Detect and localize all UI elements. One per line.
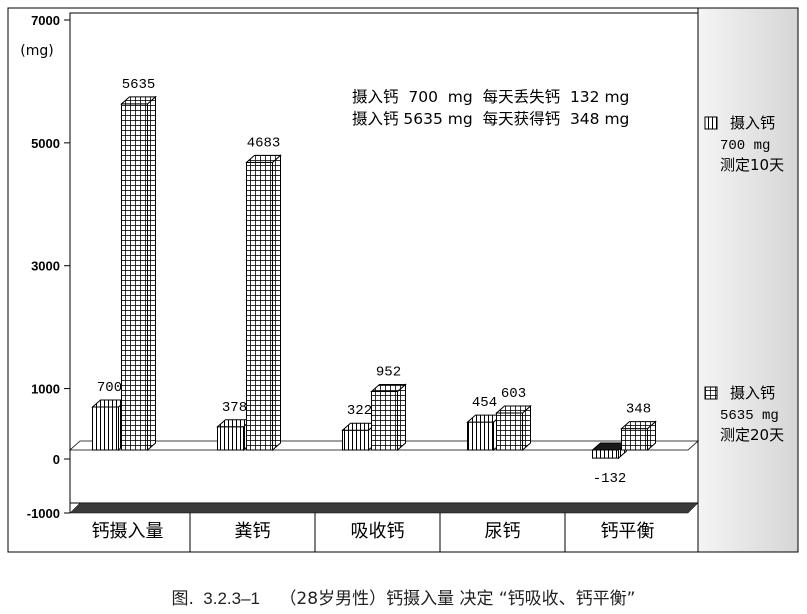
bar bbox=[370, 383, 407, 452]
chart-floor bbox=[69, 502, 699, 514]
legend-label-line-2: 700 mg bbox=[720, 138, 770, 154]
legend-swatch-vertical-lines bbox=[704, 116, 718, 130]
legend-item-series-2: 摄入钙 5635 mg 测定20天 bbox=[704, 384, 784, 444]
bar bbox=[495, 404, 532, 452]
caption-number: 3.2.3–1 bbox=[203, 589, 261, 608]
figure-caption: 图. 3.2.3–1 （28岁男性）钙摄入量 决定 “钙吸收、钙平衡” bbox=[0, 584, 807, 609]
y-tick-label: 3000 bbox=[31, 259, 60, 274]
bar-value-label: 603 bbox=[501, 386, 526, 402]
bar-value-label: 378 bbox=[222, 400, 247, 416]
bar-value-label: 4683 bbox=[247, 135, 281, 151]
annotation-line-1: 摄入钙 700 mg 每天丢失钙 132 mg bbox=[352, 88, 629, 106]
legend-item-series-1: 摄入钙 700 mg 测定10天 bbox=[704, 114, 784, 174]
x-category-label: 吸收钙 bbox=[351, 521, 405, 542]
bar-value-label: -132 bbox=[593, 471, 627, 487]
legend-label-line-3: 测定10天 bbox=[720, 156, 784, 174]
bar bbox=[120, 95, 157, 452]
legend-label-line-1: 摄入钙 bbox=[730, 384, 775, 402]
x-category-label: 尿钙 bbox=[485, 521, 521, 542]
legend-label-line-3: 测定20天 bbox=[720, 426, 784, 444]
y-tick-label: 1000 bbox=[31, 382, 60, 397]
legend-swatch-grid bbox=[704, 386, 718, 400]
y-tick-label: 0 bbox=[53, 452, 60, 467]
caption-prefix: 图. bbox=[171, 589, 194, 609]
bar bbox=[245, 154, 282, 452]
y-tick-label: 7000 bbox=[31, 13, 60, 28]
x-category-label: 钙摄入量 bbox=[92, 521, 164, 542]
legend: 摄入钙 700 mg 测定10天 摄入钙 5635 mg 测定20天 bbox=[704, 114, 784, 444]
x-category-label: 钙平衡 bbox=[601, 521, 655, 542]
bar-value-label: 952 bbox=[376, 365, 401, 381]
legend-label-line-1: 摄入钙 bbox=[730, 114, 775, 132]
annotation-line-2: 摄入钙 5635 mg 每天获得钙 348 mg bbox=[352, 110, 629, 128]
bar-value-label: 700 bbox=[97, 380, 122, 396]
bar bbox=[620, 420, 657, 452]
bar-value-label: 348 bbox=[626, 402, 651, 418]
x-category-label: 粪钙 bbox=[235, 521, 271, 542]
y-tick-label: -1000 bbox=[27, 506, 60, 521]
legend-label-line-2: 5635 mg bbox=[720, 408, 779, 424]
legend-panel bbox=[697, 7, 799, 553]
y-tick-label: 5000 bbox=[31, 136, 60, 151]
caption-text: （28岁男性）钙摄入量 决定 “钙吸收、钙平衡” bbox=[279, 589, 636, 609]
bar-value-label: 454 bbox=[472, 395, 497, 411]
y-axis-unit: (mg) bbox=[20, 43, 53, 59]
calcium-balance-chart: 7000 5000 3000 1000 0 -1000 700 5635 378 4683 322… bbox=[7, 7, 799, 553]
bar-value-label: 322 bbox=[347, 403, 372, 419]
category-dividers bbox=[189, 513, 566, 552]
bar-value-label: 5635 bbox=[122, 77, 156, 93]
